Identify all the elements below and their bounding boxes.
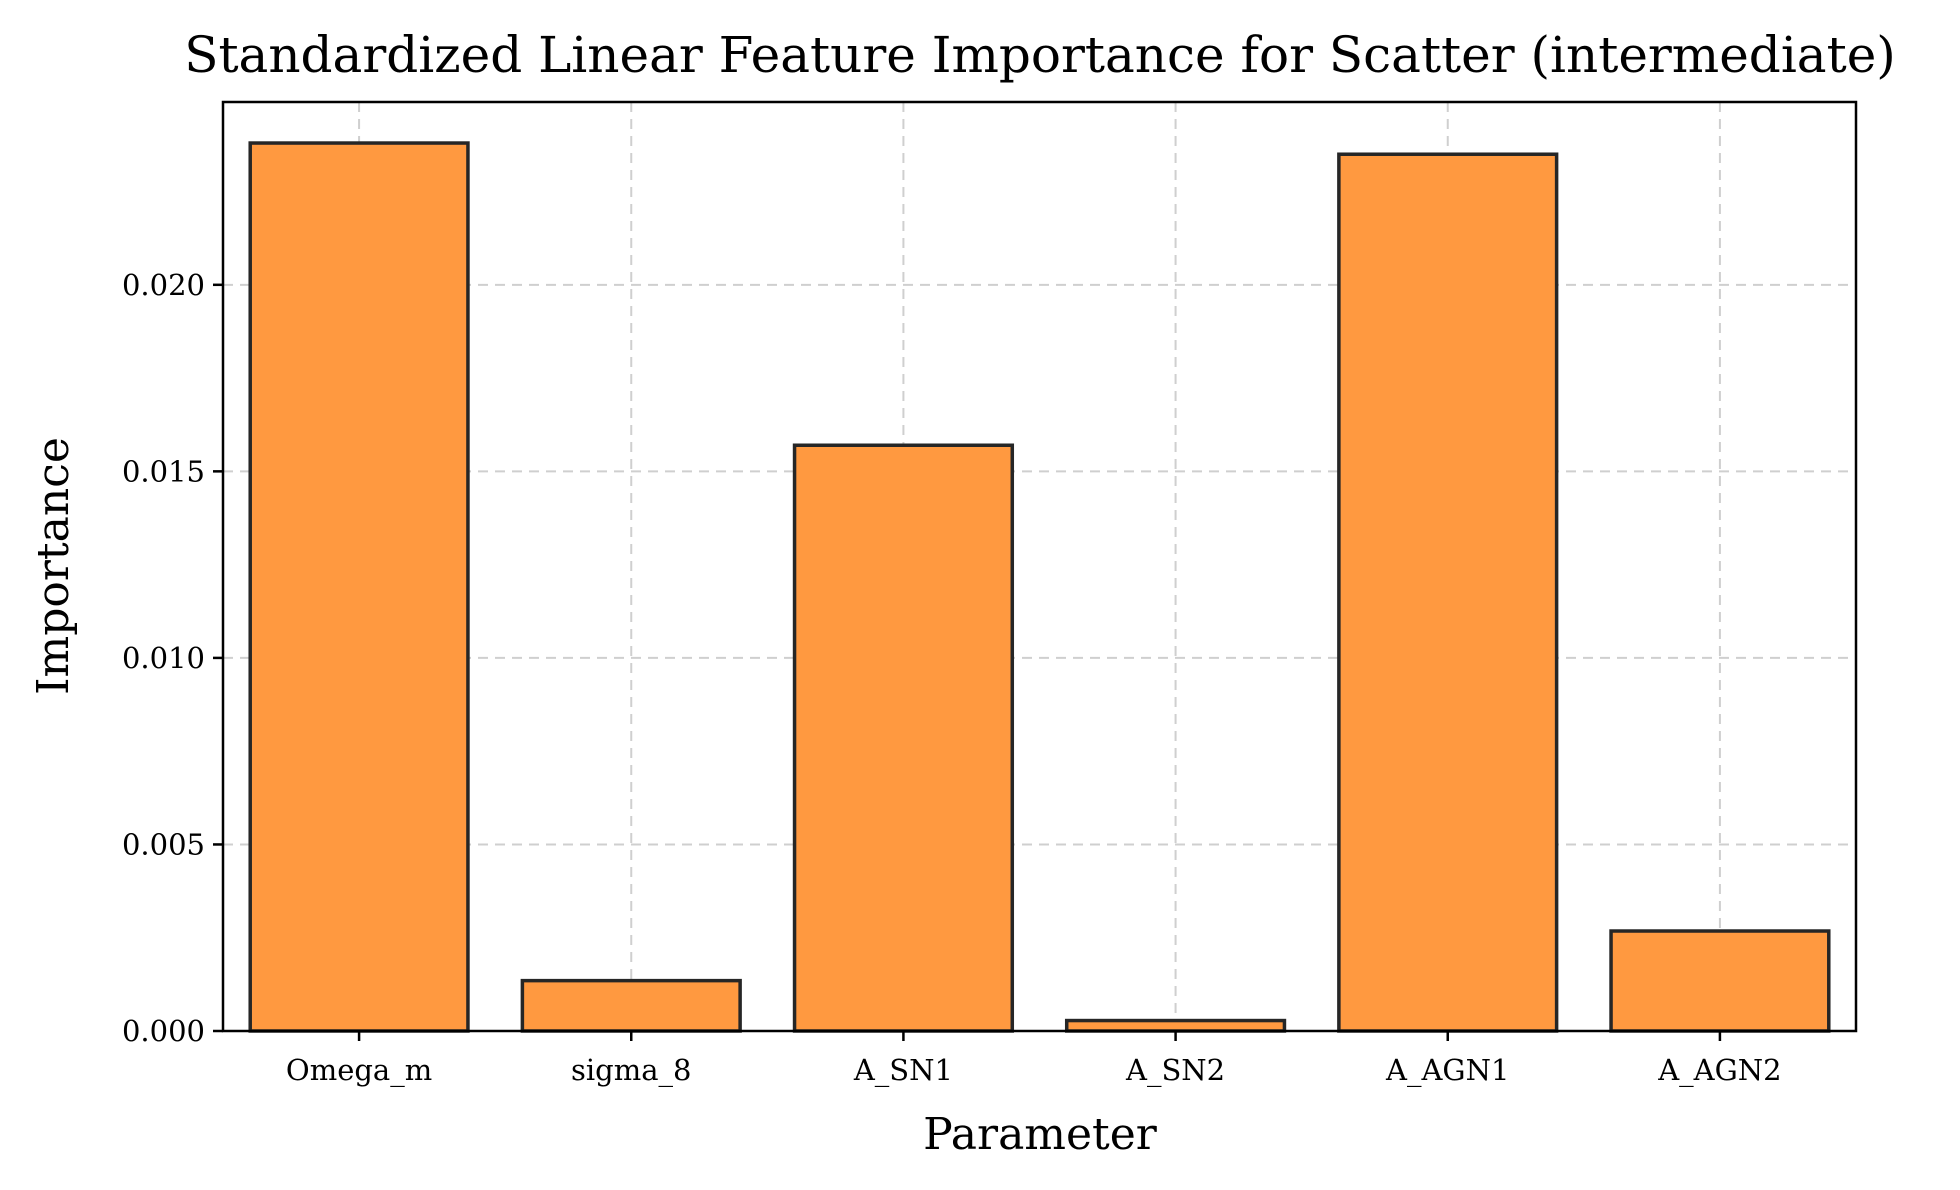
bar-sigma-8 <box>520 978 742 1033</box>
bar-a-agn2 <box>1609 929 1831 1033</box>
x-tick-label: A_AGN2 <box>1657 1053 1781 1088</box>
x-tick-label: A_SN1 <box>853 1053 953 1088</box>
chart-title: Standardized Linear Feature Importance f… <box>184 26 1896 84</box>
bar-a-sn2 <box>1064 1018 1287 1033</box>
bar-a-sn1 <box>792 443 1015 1033</box>
bar-omega-m <box>248 141 470 1033</box>
y-tick-label: 0.010 <box>122 641 205 675</box>
x-tick-label: Omega_m <box>286 1053 432 1088</box>
x-tick-label: sigma_8 <box>571 1053 691 1088</box>
y-tick-label: 0.020 <box>122 268 205 302</box>
bars <box>248 141 1831 1033</box>
y-tick-label: 0.000 <box>122 1014 205 1048</box>
y-tick-label: 0.005 <box>122 827 205 861</box>
ticks: 0.000 0.005 0.010 0.015 0.020 Omega_m sigma_8 A… <box>122 268 1782 1088</box>
x-tick-label: A_AGN1 <box>1385 1053 1509 1088</box>
x-axis-label: Parameter <box>923 1109 1158 1160</box>
plot-frame <box>221 100 1858 1033</box>
y-axis-label: Importance <box>28 437 79 695</box>
x-tick-label: A_SN2 <box>1125 1053 1225 1088</box>
y-tick-label: 0.015 <box>122 454 205 488</box>
bar-a-agn1 <box>1337 152 1559 1033</box>
